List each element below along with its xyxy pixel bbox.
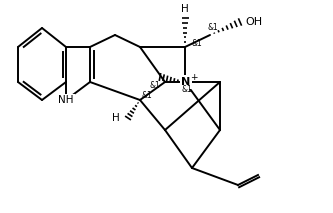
Text: +: + (190, 72, 198, 82)
Text: N: N (181, 77, 190, 87)
Text: &1: &1 (208, 23, 219, 32)
Text: &1: &1 (149, 82, 160, 91)
Text: &1: &1 (142, 91, 153, 99)
Text: &1: &1 (181, 85, 192, 95)
Text: &1: &1 (191, 39, 202, 47)
Text: NH: NH (58, 95, 74, 105)
Text: OH: OH (245, 17, 262, 27)
Text: H: H (112, 113, 120, 123)
Text: H: H (181, 4, 189, 14)
